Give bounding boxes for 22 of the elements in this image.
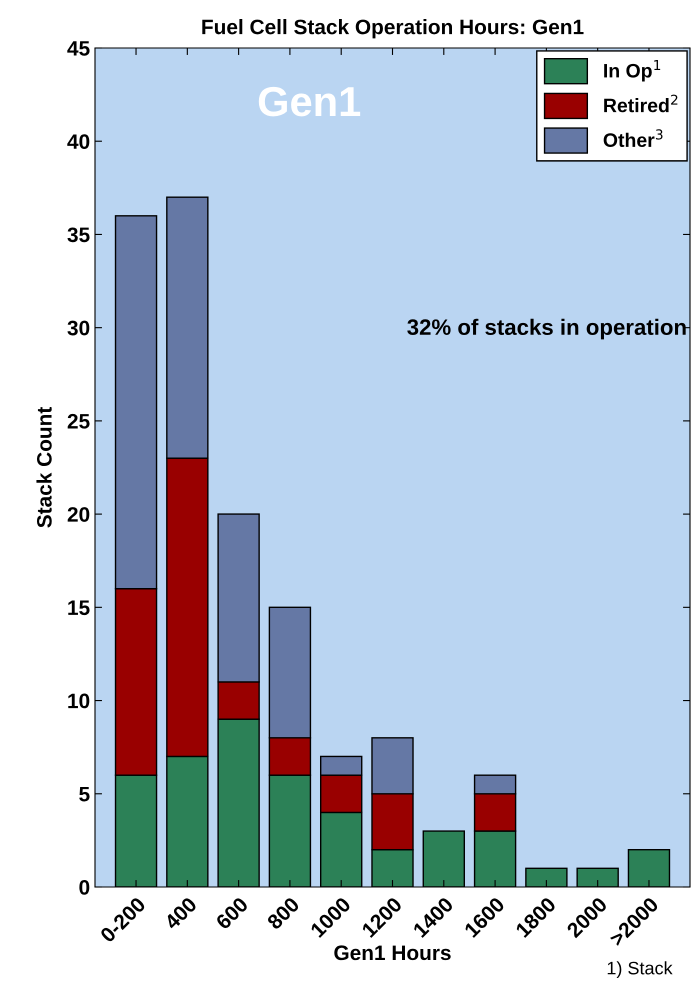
y-tick-label: 10 <box>68 694 90 708</box>
x-axis-title: Gen1 Hours <box>334 945 451 960</box>
y-tick-label: 35 <box>67 227 90 242</box>
x-tick-label: 800 <box>266 896 300 930</box>
y-tick-label: 5 <box>79 786 90 802</box>
y-tick-label: 45 <box>67 41 90 56</box>
y-tick-label: 15 <box>68 600 90 616</box>
y-tick-label: 40 <box>67 134 90 149</box>
y-tick-label: 20 <box>68 507 90 522</box>
y-axis-title: Stack Count <box>36 406 52 528</box>
y-tick-label: 25 <box>68 414 90 429</box>
x-tick-label: 600 <box>214 896 249 930</box>
legend-label: Retired$^{2}$ <box>604 94 678 112</box>
y-tick-label: 30 <box>67 320 90 336</box>
annotation: Gen1 <box>258 86 360 116</box>
chart-title: Fuel Cell Stack Operation Hours: Gen1 <box>202 19 584 38</box>
annotation: 32% of stacks in operation <box>407 318 686 340</box>
y-tick-label: 0 <box>79 880 90 895</box>
legend-label: Other$^{3}$ <box>604 129 662 148</box>
legend-label: In Op$^{1}$ <box>604 60 660 82</box>
x-tick-label: 400 <box>163 896 198 931</box>
text: 1) Stack <box>608 961 673 978</box>
